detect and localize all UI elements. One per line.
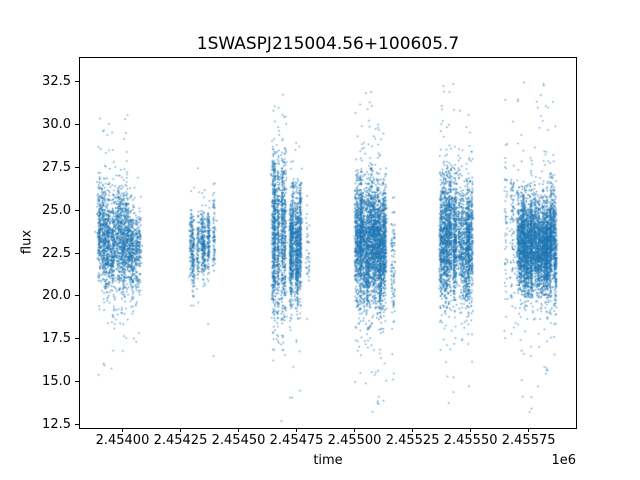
x-tick-label: 2.45550	[443, 433, 498, 448]
y-tick-mark	[75, 123, 79, 125]
x-tick-mark	[179, 428, 181, 432]
y-tick-label: 15.0	[42, 374, 71, 390]
y-tick-mark	[75, 166, 79, 168]
y-tick-mark	[75, 424, 79, 426]
x-axis-label: time	[313, 453, 343, 468]
x-tick-mark	[296, 428, 298, 432]
y-tick-mark	[75, 295, 79, 297]
y-tick-mark	[75, 80, 79, 82]
y-tick-mark	[75, 252, 79, 254]
y-tick-label: 12.5	[42, 417, 71, 433]
x-tick-label: 2.45525	[385, 433, 440, 448]
scatter-points-canvas	[80, 58, 576, 427]
y-tick-label: 30.0	[42, 116, 71, 132]
x-tick-mark	[238, 428, 240, 432]
x-tick-label: 2.45575	[501, 433, 556, 448]
y-tick-label: 17.5	[42, 331, 71, 347]
x-tick-label: 2.45400	[95, 433, 150, 448]
chart-title: 1SWASPJ215004.56+100605.7	[196, 34, 460, 54]
x-tick-mark	[121, 428, 123, 432]
y-tick-mark	[75, 209, 79, 211]
x-tick-mark	[470, 428, 472, 432]
x-tick-label: 2.45475	[269, 433, 324, 448]
y-tick-label: 27.5	[42, 159, 71, 175]
x-tick-label: 2.45450	[211, 433, 266, 448]
x-tick-label: 2.45500	[327, 433, 382, 448]
x-tick-mark	[354, 428, 356, 432]
y-tick-label: 20.0	[42, 288, 71, 304]
y-tick-label: 25.0	[42, 202, 71, 218]
y-tick-label: 32.5	[42, 73, 71, 89]
x-tick-mark	[412, 428, 414, 432]
x-tick-label: 2.45425	[153, 433, 208, 448]
y-tick-mark	[75, 338, 79, 340]
axis-offset-label: 1e6	[551, 453, 576, 468]
y-tick-mark	[75, 381, 79, 383]
x-tick-mark	[528, 428, 530, 432]
y-tick-label: 22.5	[42, 245, 71, 261]
